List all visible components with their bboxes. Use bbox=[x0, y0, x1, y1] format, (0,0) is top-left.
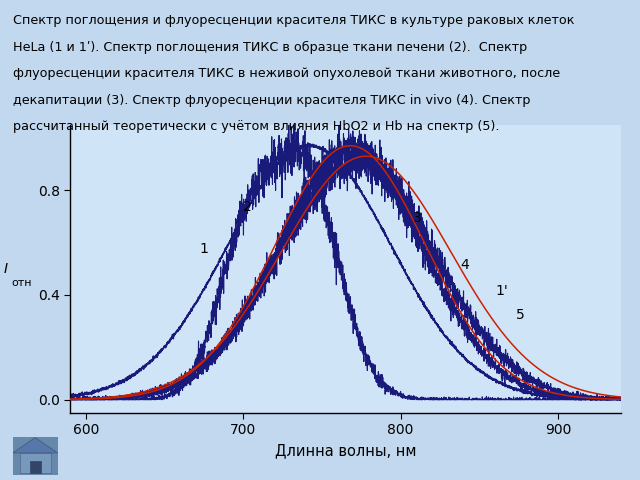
Text: декапитации (3). Спектр флуоресценции красителя ТИКС in vivo (4). Спектр: декапитации (3). Спектр флуоресценции кр… bbox=[13, 94, 531, 107]
Text: Спектр поглощения и флуоресценции красителя ТИКС в культуре раковых клеток: Спектр поглощения и флуоресценции красит… bbox=[13, 14, 574, 27]
Polygon shape bbox=[30, 461, 40, 473]
Polygon shape bbox=[20, 453, 51, 473]
Text: 1: 1 bbox=[199, 242, 208, 256]
Text: 5: 5 bbox=[515, 308, 524, 322]
Text: отн: отн bbox=[12, 278, 32, 288]
Text: 4: 4 bbox=[460, 258, 469, 272]
Text: флуоресценции красителя ТИКС в неживой опухолевой ткани животного, после: флуоресценции красителя ТИКС в неживой о… bbox=[13, 67, 560, 80]
Text: HeLa (1 и 1ʹ). Спектр поглощения ТИКС в образце ткани печени (2).  Спектр: HeLa (1 и 1ʹ). Спектр поглощения ТИКС в … bbox=[13, 41, 527, 54]
Text: 3: 3 bbox=[413, 211, 422, 225]
Text: 1': 1' bbox=[495, 284, 508, 298]
Text: рассчитанный теоретически с учётом влияния HbO2 и Hb на спектр (5).: рассчитанный теоретически с учётом влиян… bbox=[13, 120, 499, 133]
Text: 2: 2 bbox=[243, 200, 252, 214]
X-axis label: Длинна волны, нм: Длинна волны, нм bbox=[275, 443, 417, 458]
Text: I: I bbox=[3, 262, 7, 276]
Polygon shape bbox=[13, 438, 58, 453]
